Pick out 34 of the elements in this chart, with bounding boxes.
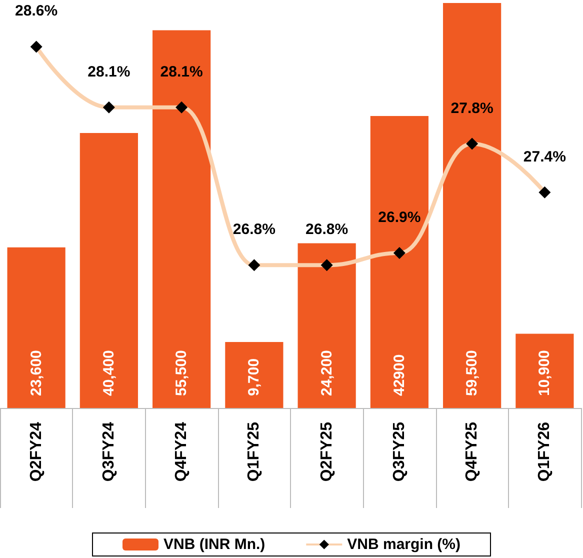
data-label: 26.8% — [306, 221, 348, 238]
x-tick-label: Q3FY25 — [390, 422, 408, 482]
bar — [516, 334, 574, 408]
data-label: 59,500 — [464, 350, 481, 396]
bar — [7, 247, 66, 408]
data-label: 27.8% — [450, 100, 494, 117]
x-tick-label: Q4FY24 — [173, 422, 190, 482]
x-tick-label: Q4FY25 — [464, 422, 481, 482]
data-label: 24,200 — [318, 350, 336, 396]
bar — [152, 30, 211, 408]
data-label: 28.1% — [88, 63, 130, 80]
data-label: 28.6% — [15, 2, 58, 20]
x-tick-label: Q2FY24 — [28, 422, 45, 482]
data-label: 23,600 — [28, 350, 45, 396]
data-label: 40,400 — [100, 350, 118, 396]
data-label: 26.9% — [378, 209, 421, 226]
x-tick-label: Q1FY26 — [536, 422, 554, 482]
bar — [298, 243, 356, 408]
data-label: 42900 — [390, 354, 408, 396]
x-tick-label: Q2FY25 — [318, 422, 336, 482]
data-label: 10,900 — [536, 350, 554, 396]
data-label: 26.8% — [232, 221, 276, 238]
data-label: 27.4% — [523, 148, 566, 166]
data-label: 28.1% — [160, 63, 203, 80]
x-tick-label: Q1FY25 — [246, 422, 263, 482]
bar — [225, 342, 284, 408]
data-label: 55,500 — [173, 350, 190, 396]
bar — [370, 116, 428, 408]
bar — [80, 133, 138, 408]
legend-label: VNB (INR Mn.) — [164, 536, 266, 553]
bar — [443, 3, 502, 408]
x-tick-label: Q3FY24 — [100, 422, 118, 482]
legend-label: VNB margin (%) — [347, 536, 460, 553]
data-label: 9,700 — [246, 358, 263, 396]
